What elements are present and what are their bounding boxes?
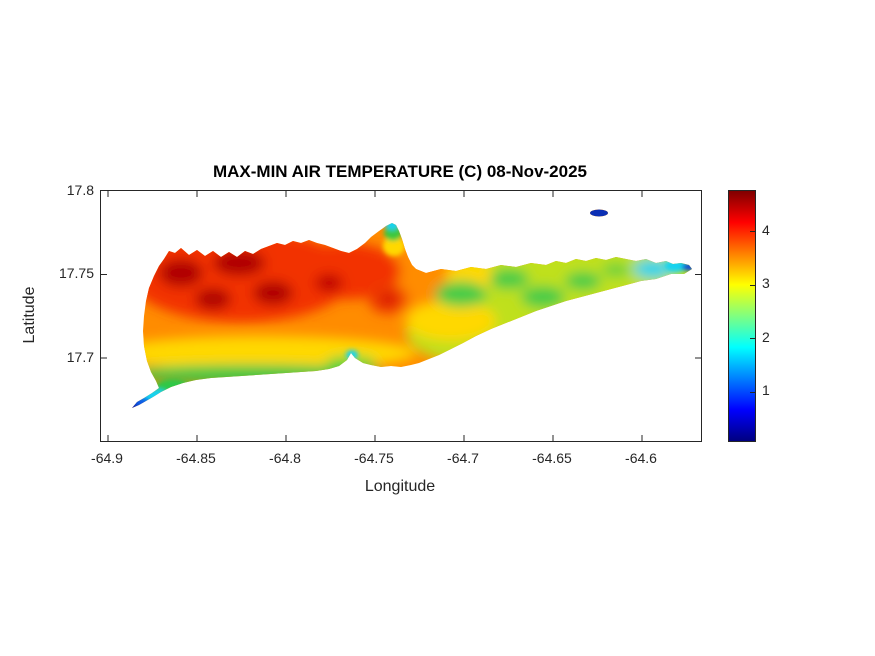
x-tick-label: -64.9 (91, 450, 123, 466)
plot-area (100, 190, 702, 442)
island-landmass (132, 209, 692, 408)
colorbar-tick-mark (750, 392, 755, 393)
x-tick-label: -64.6 (625, 450, 657, 466)
colorbar (728, 190, 756, 442)
island-contour-map (101, 191, 701, 441)
colorbar-tick-mark (750, 338, 755, 339)
colorbar-tick-label: 4 (762, 222, 770, 238)
x-tick-label: -64.75 (354, 450, 394, 466)
colorbar-tick-label: 2 (762, 329, 770, 345)
y-tick-label: 17.7 (66, 349, 94, 365)
y-tick-label: 17.8 (66, 182, 94, 198)
islet (590, 209, 608, 217)
x-tick-label: -64.8 (269, 450, 301, 466)
y-axis-label: Latitude (21, 286, 38, 344)
x-tick-label: -64.7 (447, 450, 479, 466)
x-tick-label: -64.85 (176, 450, 216, 466)
y-tick-label: 17.75 (58, 265, 94, 281)
colorbar-tick-mark (750, 231, 755, 232)
chart-title: MAX-MIN AIR TEMPERATURE (C) 08-Nov-2025 (212, 162, 588, 181)
x-tick-label: -64.65 (532, 450, 572, 466)
colorbar-tick-mark (750, 285, 755, 286)
axis-ticks (101, 191, 701, 441)
x-axis-label: Longitude (364, 478, 436, 495)
colorbar-tick-label: 1 (762, 382, 770, 398)
colorbar-tick-label: 3 (762, 275, 770, 291)
